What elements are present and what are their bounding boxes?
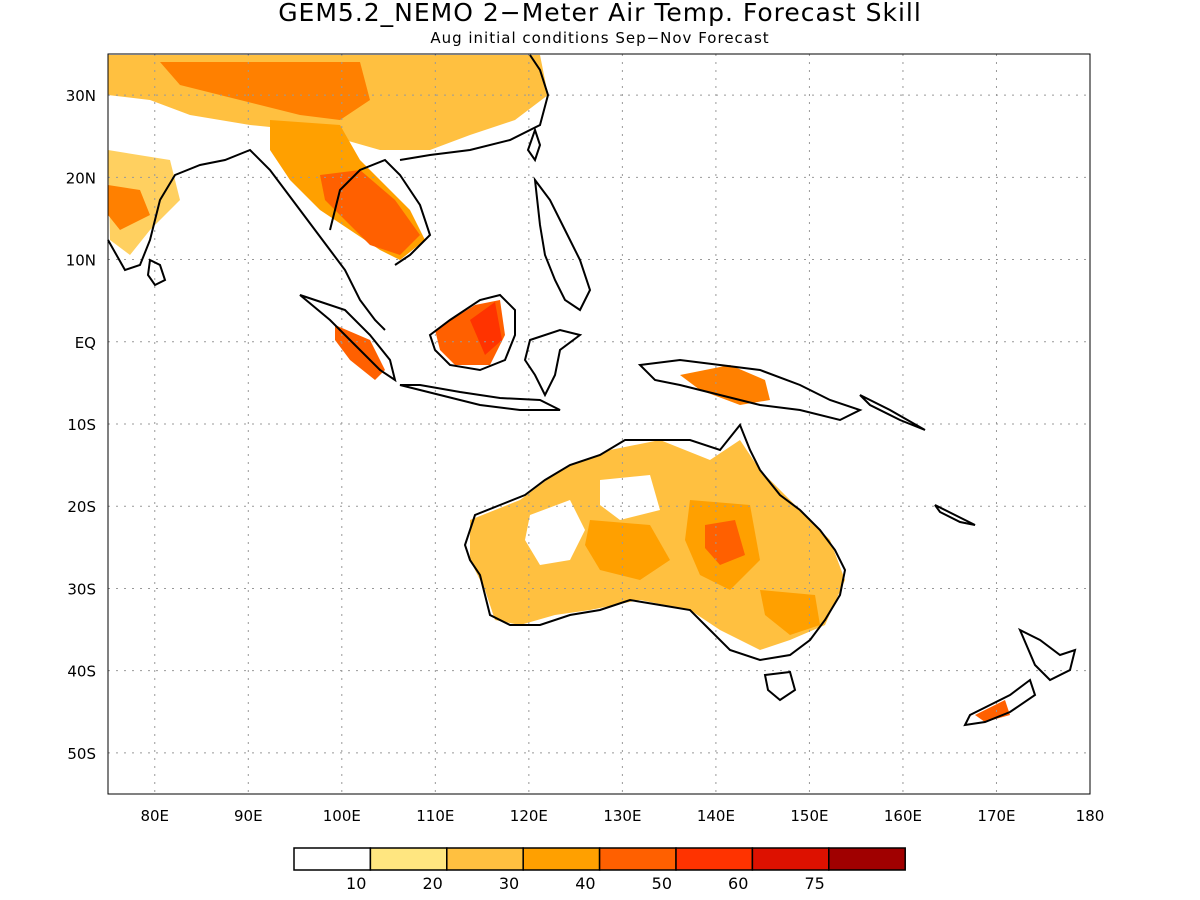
colorbar-swatch <box>446 847 524 871</box>
lon-tick-label: 90E <box>234 807 263 825</box>
lon-tick-label: 80E <box>140 807 169 825</box>
shading-newguinea <box>680 365 770 405</box>
colorbar-label: 60 <box>728 874 748 893</box>
colorbar-label: 10 <box>346 874 366 893</box>
lon-tick-label: 180 <box>1076 807 1105 825</box>
coast-newguinea <box>637 358 863 422</box>
coast-taiwan <box>526 126 542 163</box>
colorbar: 10 20 30 40 50 60 75 <box>293 847 906 893</box>
lon-tick-label: 170E <box>977 807 1015 825</box>
coast-sulawesi <box>523 328 583 398</box>
coastlines <box>107 54 1077 727</box>
lon-tick-label: 130E <box>603 807 641 825</box>
colorbar-label: 50 <box>652 874 672 893</box>
colorbar-label: 30 <box>499 874 519 893</box>
shading-india-hot <box>108 185 150 230</box>
shading-australia-orange-1 <box>585 520 670 580</box>
map-frame <box>107 53 1091 795</box>
shading-indochina <box>320 170 420 255</box>
coast-java <box>399 384 561 411</box>
map-title: GEM5.2_NEMO 2−Meter Air Temp. Forecast S… <box>278 0 922 27</box>
skill-shading <box>108 55 1010 722</box>
lat-tick-label: 10S <box>67 416 96 434</box>
colorbar-swatch <box>522 847 601 871</box>
coast-tasmania <box>763 670 797 702</box>
lat-tick-label: EQ <box>75 334 96 352</box>
lon-tick-label: 110E <box>416 807 454 825</box>
coast-philippines <box>533 176 592 312</box>
lon-tick-label: 100E <box>323 807 361 825</box>
colorbar-swatch <box>751 847 830 871</box>
map-subtitle: Aug initial conditions Sep−Nov Forecast <box>430 29 770 47</box>
lon-tick-label: 160E <box>884 807 922 825</box>
lon-tick-label: 120E <box>510 807 548 825</box>
coast-srilanka <box>146 258 167 287</box>
coast-asia <box>107 54 550 331</box>
coast-australia <box>463 423 847 662</box>
colorbar-swatch <box>675 847 754 871</box>
colorbar-label: 75 <box>804 874 824 893</box>
grid-lines <box>108 54 1090 794</box>
lat-tick-label: 50S <box>67 745 96 763</box>
coast-solomons <box>859 394 926 431</box>
shading-australia-orange-3 <box>760 590 820 635</box>
lon-axis: 80E 90E 100E 110E 120E 130E 140E 150E 160E 170E 18… <box>140 807 1104 825</box>
coast-newzealand-south <box>963 678 1037 727</box>
colorbar-swatch <box>293 847 372 871</box>
lat-tick-label: 20N <box>66 169 96 187</box>
lat-tick-label: 30N <box>66 87 96 105</box>
coast-sumatra <box>299 294 397 383</box>
colorbar-swatch <box>369 847 448 871</box>
lat-tick-label: 40S <box>67 663 96 681</box>
colorbar-swatch <box>598 847 677 871</box>
coast-newzealand-north <box>1018 627 1077 682</box>
lat-tick-label: 10N <box>66 252 96 270</box>
shading-china-dark <box>160 62 370 120</box>
shading-australia-hot <box>705 520 745 565</box>
shading-australia-white-2 <box>600 475 660 520</box>
lat-tick-label: 20S <box>67 498 96 516</box>
lon-tick-label: 150E <box>790 807 828 825</box>
coast-newcaledonia <box>934 504 976 526</box>
colorbar-label: 20 <box>422 874 442 893</box>
colorbar-label: 40 <box>575 874 595 893</box>
lat-axis: 30N 20N 10N EQ 10S 20S 30S 40S 50S <box>66 87 96 763</box>
lon-tick-label: 140E <box>697 807 735 825</box>
shading-australia-white-1 <box>525 500 585 565</box>
coast-borneo <box>428 293 516 372</box>
colorbar-swatch <box>828 847 906 871</box>
lat-tick-label: 30S <box>67 580 96 598</box>
